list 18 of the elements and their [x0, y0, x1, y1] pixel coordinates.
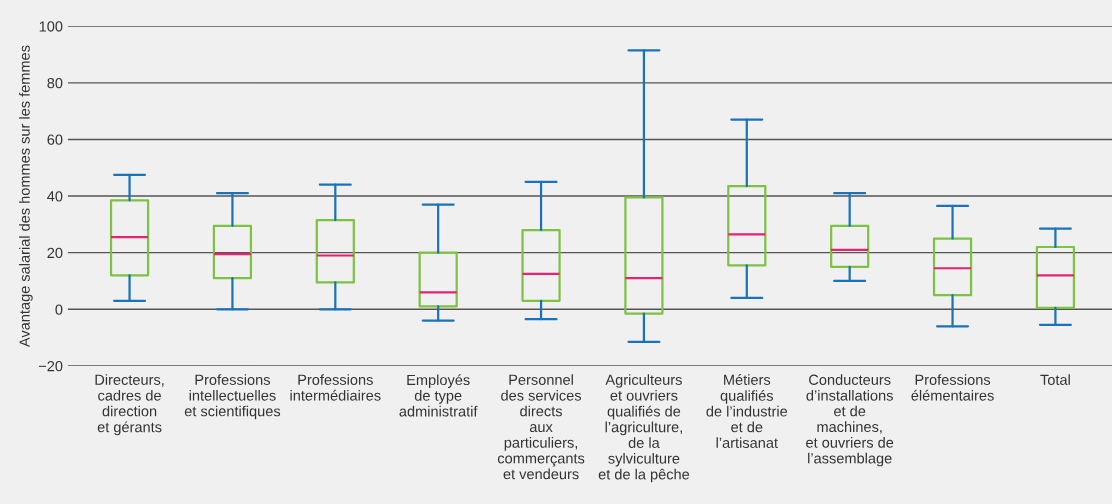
- x-tick-label: Conducteurs d’installations et de machines, et ouvriers de l’assemblage: [806, 374, 894, 467]
- x-tick-label: Directeurs, cadres de direction et gérants: [95, 374, 164, 436]
- x-tick-label: Total: [1040, 374, 1070, 385]
- x-tick-label: Métiers qualifiés de l’industrie et de l’artisanat: [706, 374, 788, 448]
- y-tick-label: 40: [47, 191, 63, 202]
- x-tick-label: Professions intermédiaires: [290, 374, 381, 401]
- y-tick-label: −20: [38, 361, 63, 372]
- y-axis-title: Avantage salarial des hommes sur les femmes: [19, 45, 33, 348]
- y-tick-label: 100: [39, 21, 63, 32]
- y-tick-label: 0: [55, 304, 63, 315]
- x-tick-label: Professions élémentaires: [911, 374, 994, 401]
- y-tick-label: 80: [47, 77, 63, 89]
- x-tick-label: Employés de type administratif: [399, 374, 478, 417]
- y-tick-label: 60: [47, 134, 63, 145]
- y-tick-label: 20: [47, 247, 63, 259]
- x-tick-label: Agriculteurs et ouvriers qualifiés de l’agriculture, de la sylviculture et de la pêche: [598, 374, 690, 483]
- x-tick-label: Personnel des services directs aux particuliers, commerçants et vendeurs: [497, 374, 585, 480]
- x-tick-label: Professions intellectuelles et scientifiques: [184, 374, 281, 420]
